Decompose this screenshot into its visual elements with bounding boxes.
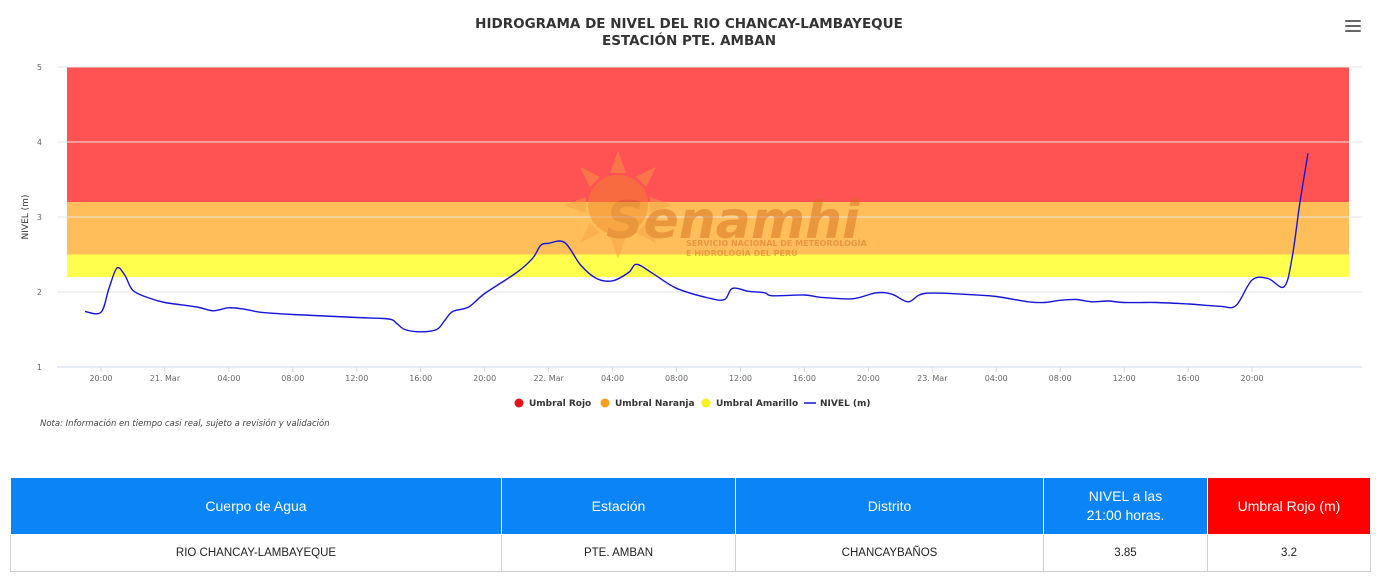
y-tick-label: 1	[37, 363, 42, 372]
header-umbral: Umbral Rojo (m)	[1207, 477, 1371, 535]
header-nivel: NIVEL a las 21:00 horas.	[1043, 477, 1208, 535]
x-tick-label: 20:00	[473, 374, 496, 383]
x-tick-label: 16:00	[793, 374, 816, 383]
legend-label: NIVEL (m)	[820, 399, 870, 409]
senamhi-watermark: Senamhi SERVICIO NACIONAL DE METEOROLOGÍ…	[564, 151, 867, 259]
x-tick-label: 12:00	[1113, 374, 1136, 383]
legend-marker	[701, 398, 711, 408]
series-line-nivel	[84, 153, 1309, 333]
x-tick-label: 12:00	[729, 374, 752, 383]
chart-legend[interactable]: Umbral Rojo Umbral Naranja Umbral Amarillo…	[514, 398, 871, 410]
x-tick-label: 08:00	[665, 374, 688, 383]
table-row: RIO CHANCAY-LAMBAYEQUE PTE. AMBAN CHANCA…	[10, 534, 1371, 572]
x-tick-label: 08:00	[281, 374, 304, 383]
legend-item[interactable]: NIVEL (m)	[804, 399, 870, 409]
x-tick-label: 16:00	[1177, 374, 1200, 383]
cell-cuerpo: RIO CHANCAY-LAMBAYEQUE	[10, 534, 502, 572]
table-header-row: Cuerpo de Agua Estación Distrito NIVEL a…	[10, 477, 1371, 535]
x-tick-label: 20:00	[1241, 374, 1264, 383]
band-umbral-rojo	[67, 67, 1349, 202]
legend-label: Umbral Rojo	[529, 399, 591, 409]
y-tick-label: 5	[37, 63, 42, 72]
sun-logo-icon	[564, 151, 672, 259]
header-nivel-line1: NIVEL a las	[1088, 488, 1163, 504]
header-distrito: Distrito	[735, 477, 1044, 535]
x-tick-label: 04:00	[601, 374, 624, 383]
y-axis-label: NIVEL (m)	[21, 195, 31, 240]
x-tick-label: 04:00	[217, 374, 240, 383]
axes: 1 2 3 4 5 20:00 21. Mar 04:00 08:00 12:00 16:00 20:…	[37, 63, 1362, 383]
header-cuerpo: Cuerpo de Agua	[10, 477, 502, 535]
y-tick-label: 3	[37, 213, 42, 222]
x-tick-label: 21. Mar	[150, 374, 181, 383]
chart-plot-svg: Senamhi SERVICIO NACIONAL DE METEOROLOGÍ…	[21, 63, 1362, 410]
x-tick-label: 08:00	[1049, 374, 1072, 383]
chart-subtitle: ESTACIÓN PTE. AMBAN	[601, 33, 777, 49]
y-tick-label: 2	[37, 288, 42, 297]
legend-label: Umbral Naranja	[615, 399, 695, 409]
chart-title: HIDROGRAMA DE NIVEL DEL RIO CHANCAY-LAMB…	[475, 16, 903, 32]
x-tick-label: 16:00	[409, 374, 432, 383]
station-table: Cuerpo de Agua Estación Distrito NIVEL a…	[10, 477, 1371, 572]
band-umbral-amarillo	[67, 254, 1349, 277]
legend-marker	[600, 398, 610, 408]
hydrograph-chart: HIDROGRAMA DE NIVEL DEL RIO CHANCAY-LAMB…	[21, 16, 1362, 429]
legend-marker	[514, 398, 524, 408]
legend-item[interactable]: Umbral Rojo	[514, 398, 592, 410]
x-tick-label: 22. Mar	[533, 374, 564, 383]
x-tick-label: 12:00	[345, 374, 368, 383]
data-note: Nota: Información en tiempo casi real, s…	[40, 419, 330, 429]
legend-item[interactable]: Umbral Naranja	[600, 398, 695, 410]
cell-estacion: PTE. AMBAN	[501, 534, 736, 572]
legend-item[interactable]: Umbral Amarillo	[701, 398, 799, 410]
watermark-line1: SERVICIO NACIONAL DE METEOROLOGÍA	[686, 237, 867, 248]
x-tick-label: 23. Mar	[917, 374, 948, 383]
x-tick-label: 04:00	[985, 374, 1008, 383]
series-nivel	[84, 153, 1309, 333]
x-tick-label: 20:00	[89, 374, 112, 383]
cell-distrito: CHANCAYBAÑOS	[735, 534, 1044, 572]
watermark-line2: E HIDROLOGÍA DEL PERÚ	[686, 247, 798, 258]
y-tick-label: 4	[37, 138, 42, 147]
header-estacion: Estación	[501, 477, 736, 535]
menu-icon[interactable]	[1345, 20, 1361, 34]
cell-umbral: 3.2	[1207, 534, 1371, 572]
band-umbral-naranja	[67, 202, 1349, 255]
header-nivel-line2: 21:00 horas.	[1086, 507, 1165, 523]
watermark-brand: Senamhi	[606, 191, 861, 251]
legend-label: Umbral Amarillo	[716, 399, 798, 409]
x-tick-label: 20:00	[857, 374, 880, 383]
threshold-bands	[67, 67, 1349, 277]
cell-nivel: 3.85	[1043, 534, 1208, 572]
